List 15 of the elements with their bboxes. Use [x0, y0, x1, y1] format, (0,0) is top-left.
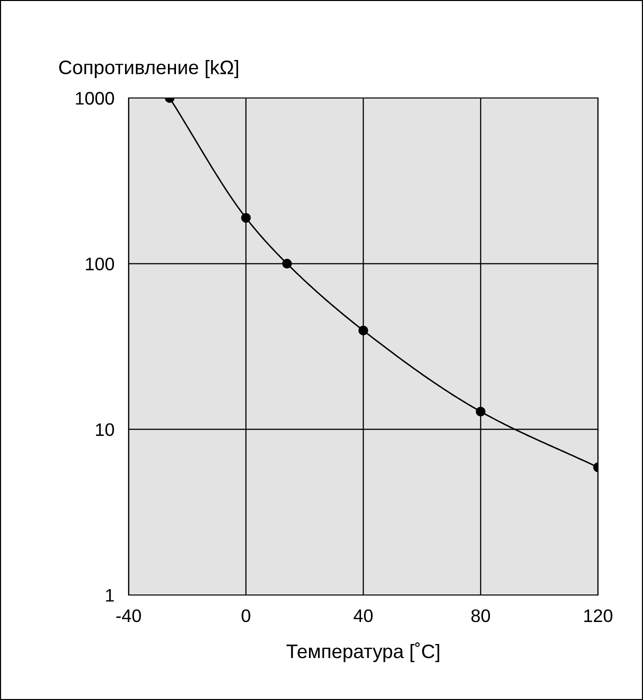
y-tick-label: 10: [96, 423, 114, 436]
y-tick-label: 100: [86, 258, 114, 270]
y-tick-label: 1000: [76, 92, 114, 105]
point: [282, 258, 292, 269]
x-axis-title: Температура [˚C]: [286, 642, 440, 662]
point: [358, 326, 368, 336]
y-tick-label: 1: [106, 589, 114, 602]
x-tick-label: -40: [116, 609, 141, 622]
y-axis-title: Сопротивление [kΩ]: [59, 60, 238, 78]
x-tick-label: 40: [354, 609, 373, 622]
point: [241, 213, 251, 223]
x-tick-label: 120: [584, 609, 612, 622]
x-tick-label: 0: [242, 609, 250, 622]
point: [476, 406, 486, 416]
x-tick-label: 80: [471, 609, 490, 622]
